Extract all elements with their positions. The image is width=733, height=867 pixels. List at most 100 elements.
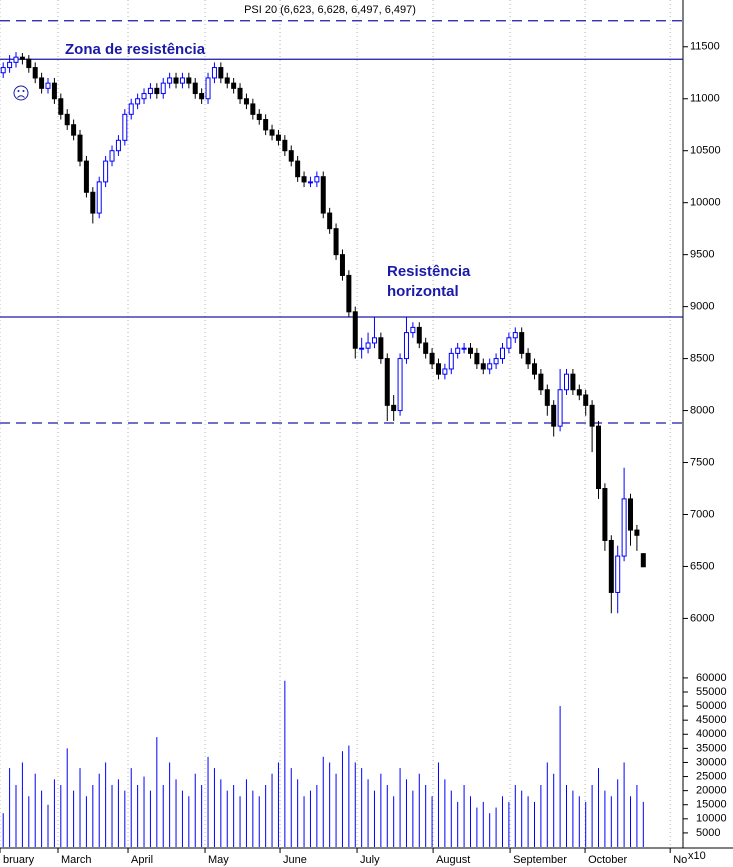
candle-body — [109, 150, 115, 162]
volume-bar — [476, 807, 478, 847]
volume-bar — [21, 762, 23, 847]
volume-bar — [47, 804, 49, 847]
volume-bar — [188, 796, 190, 847]
volume-bar — [181, 790, 183, 847]
candle-body — [423, 342, 429, 354]
candle-body — [628, 498, 634, 531]
volume-bar — [630, 796, 632, 847]
volume-bar — [284, 680, 286, 847]
volume-bar — [578, 796, 580, 847]
x-tick-label: August — [436, 854, 470, 866]
candle-body — [596, 425, 602, 490]
volume-bar — [66, 748, 68, 847]
candle-body — [327, 212, 333, 230]
volume-bar — [585, 801, 587, 847]
candle-body — [474, 352, 480, 365]
candle-body — [301, 176, 307, 183]
volume-bar — [553, 773, 555, 847]
volume-bar — [514, 785, 516, 847]
volume-bar — [559, 706, 561, 847]
volume-bar — [386, 785, 388, 847]
candle-body — [346, 274, 352, 313]
candle-body — [19, 56, 25, 60]
candle-body — [39, 77, 45, 89]
volume-bar — [322, 756, 324, 847]
y-tick-label: 8000 — [690, 404, 714, 416]
y-tick-label: 15000 — [696, 799, 727, 811]
candle-body — [231, 82, 237, 89]
volume-bar — [130, 768, 132, 847]
y-tick-label: 9500 — [690, 249, 714, 261]
candle-body — [384, 358, 390, 406]
volume-bar — [521, 790, 523, 847]
face-outline — [13, 85, 29, 101]
candle-body — [608, 539, 614, 593]
volume-bar — [636, 785, 638, 847]
volume-bar — [508, 801, 510, 847]
y-tick-label: 10000 — [690, 197, 721, 209]
candle-body — [288, 150, 294, 162]
candle-body — [621, 498, 627, 557]
volume-bar — [316, 785, 318, 847]
volume-bar — [15, 785, 17, 847]
volume-bar — [194, 773, 196, 847]
y-tick-label: 60000 — [696, 672, 727, 684]
volume-bar — [354, 762, 356, 847]
volume-bar — [540, 785, 542, 847]
volume-bar — [348, 745, 350, 847]
candle-body — [519, 332, 525, 354]
candle-body — [250, 103, 256, 115]
volume-bar — [482, 801, 484, 847]
volume-bar — [98, 773, 100, 847]
candle-body — [179, 77, 185, 84]
volume-bar — [28, 796, 30, 847]
candle-body — [634, 529, 640, 536]
volume-bar — [489, 813, 491, 847]
candle-body — [7, 61, 13, 69]
candle-body — [26, 58, 32, 69]
candle-body — [615, 555, 621, 593]
candle-body — [499, 347, 505, 360]
volume-bar — [329, 762, 331, 847]
candle-body — [224, 77, 230, 84]
volume-bar — [335, 773, 337, 847]
candle-body — [403, 332, 409, 360]
volume-bar — [469, 796, 471, 847]
volume-bar — [2, 813, 4, 847]
volume-bar — [598, 768, 600, 847]
candle-body — [263, 119, 269, 131]
candle-body — [256, 113, 262, 121]
candle-body — [154, 87, 160, 95]
candle-body — [583, 394, 589, 406]
volume-bar — [73, 790, 75, 847]
volume-bar — [245, 779, 247, 847]
candle-body — [397, 358, 403, 412]
candle-body — [371, 337, 377, 344]
candle-body — [186, 77, 192, 84]
volume-bar — [220, 779, 222, 847]
volume-bar — [85, 796, 87, 847]
volume-bar — [617, 779, 619, 847]
candle-body — [493, 358, 499, 365]
x-tick-label: No — [673, 854, 687, 866]
volume-bar — [309, 790, 311, 847]
y-tick-label: 7500 — [690, 456, 714, 468]
y-tick-label: 20000 — [696, 785, 727, 797]
candle-body — [211, 67, 217, 79]
volume-bar — [367, 779, 369, 847]
candle-body — [269, 129, 275, 136]
volume-bar — [533, 801, 535, 847]
volume-bar — [297, 779, 299, 847]
candle-body — [333, 228, 339, 256]
y-tick-label: 6500 — [690, 560, 714, 572]
volume-bar — [252, 790, 254, 847]
x-tick-label: October — [588, 854, 627, 866]
candle-body — [314, 176, 320, 183]
volume-bar — [457, 801, 459, 847]
candle-body — [429, 352, 435, 365]
candle-body — [352, 311, 358, 349]
candle-body — [544, 389, 550, 406]
volume-bar — [60, 785, 62, 847]
volume-bar — [239, 796, 241, 847]
